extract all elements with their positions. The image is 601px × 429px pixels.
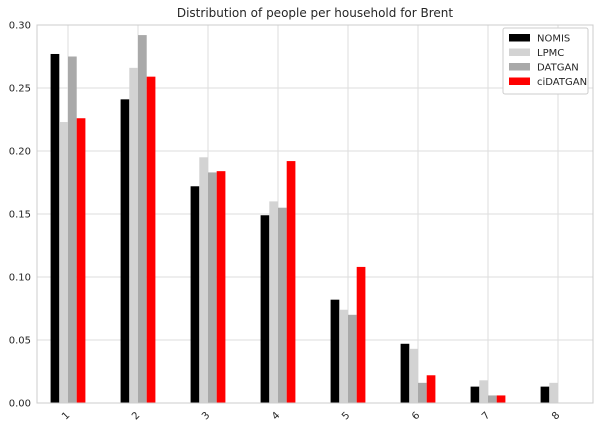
bar-nomis-3	[190, 186, 200, 403]
x-tick-label: 6	[410, 410, 422, 422]
legend-swatch-nomis	[509, 34, 530, 42]
bar-lpmc-1	[59, 122, 68, 404]
x-tick-label: 5	[340, 410, 352, 422]
legend-swatch-datgan	[509, 63, 530, 71]
bar-cidatgan-4	[286, 161, 296, 403]
bars	[50, 35, 558, 404]
legend: NOMIS LPMC DATGAN ciDATGAN	[502, 27, 589, 95]
bar-datgan-7	[488, 395, 497, 403]
x-tick-label: 2	[130, 410, 142, 422]
bar-lpmc-7	[479, 380, 488, 403]
x-tick-label: 7	[480, 410, 492, 422]
bar-nomis-4	[260, 215, 270, 403]
bar-datgan-1	[68, 56, 77, 403]
x-tick-label: 1	[60, 410, 72, 422]
bar-cidatgan-7	[496, 395, 506, 403]
legend-label-nomis: NOMIS	[537, 34, 570, 45]
bar-cidatgan-2	[146, 76, 156, 403]
bar-lpmc-3	[199, 157, 208, 403]
legend-label-datgan: DATGAN	[537, 63, 579, 74]
bar-cidatgan-5	[356, 266, 366, 403]
bar-cidatgan-6	[426, 375, 436, 403]
bar-nomis-5	[330, 299, 340, 403]
y-tick-label: 0.25	[9, 84, 31, 95]
bar-datgan-4	[278, 207, 287, 403]
x-axis-ticks: 1 2 3 4 5 6 7 8	[60, 410, 562, 422]
bar-cidatgan-3	[216, 171, 226, 403]
y-tick-label: 0.10	[9, 273, 31, 284]
bar-datgan-2	[138, 35, 147, 403]
bar-cidatgan-1	[76, 118, 86, 404]
y-tick-label: 0.05	[9, 336, 31, 347]
bar-lpmc-5	[339, 309, 348, 403]
y-axis-ticks: 0.00 0.05 0.10 0.15 0.20 0.25 0.30	[9, 21, 31, 410]
bar-lpmc-2	[129, 67, 138, 403]
bar-datgan-5	[348, 314, 357, 403]
y-tick-label: 0.15	[9, 210, 31, 221]
bar-nomis-8	[540, 386, 550, 403]
bar-nomis-2	[120, 99, 130, 403]
y-tick-label: 0.20	[9, 147, 31, 158]
x-tick-label: 3	[200, 410, 212, 422]
bar-datgan-6	[418, 382, 427, 403]
y-tick-label: 0.00	[9, 399, 31, 410]
bar-lpmc-4	[269, 201, 278, 403]
x-tick-label: 4	[270, 410, 282, 422]
bar-nomis-6	[400, 343, 410, 403]
y-tick-label: 0.30	[9, 21, 31, 32]
bar-lpmc-8	[549, 382, 558, 403]
legend-label-cidatgan: ciDATGAN	[537, 77, 587, 88]
plot-frame	[36, 24, 594, 404]
x-tick-label: 8	[550, 410, 562, 422]
bar-nomis-1	[50, 53, 60, 403]
legend-swatch-cidatgan	[509, 77, 530, 85]
legend-label-lpmc: LPMC	[537, 48, 564, 59]
bar-nomis-7	[470, 386, 480, 403]
legend-swatch-lpmc	[509, 48, 530, 56]
bar-lpmc-6	[409, 348, 418, 403]
chart-title: Distribution of people per household for…	[177, 6, 454, 20]
bar-datgan-3	[208, 172, 217, 403]
